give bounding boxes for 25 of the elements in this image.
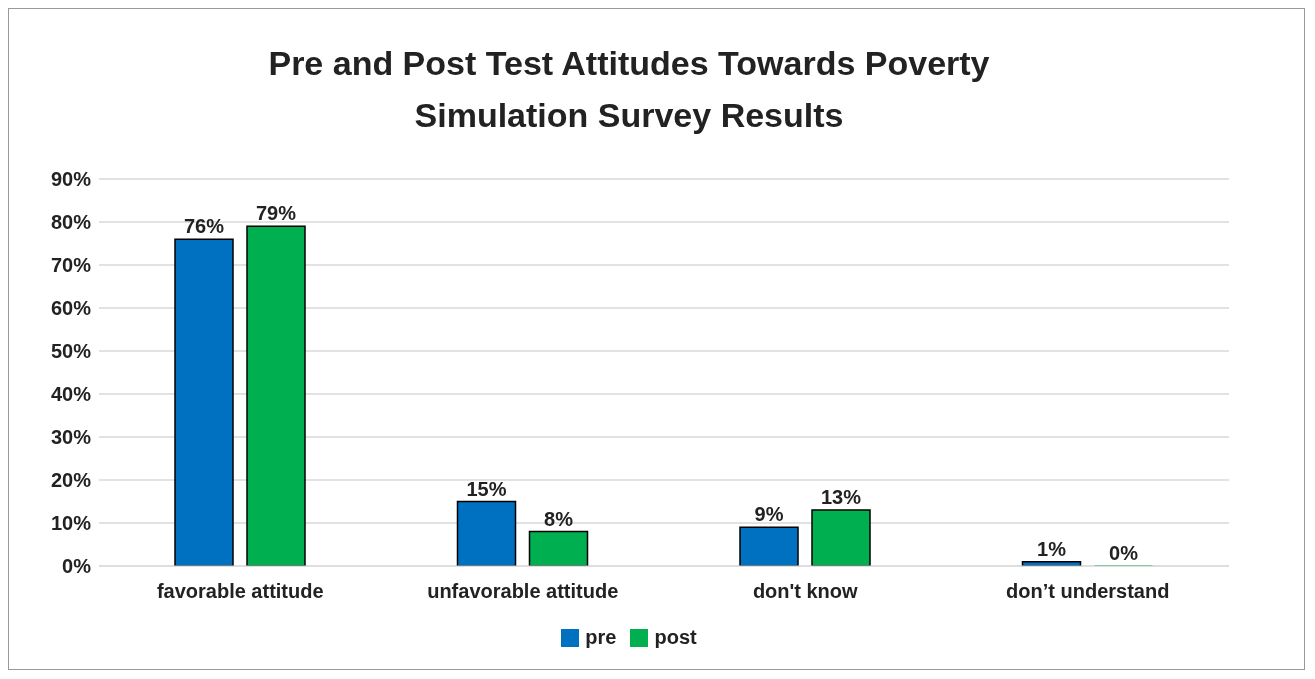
- data-label: 9%: [754, 503, 784, 526]
- data-label: 79%: [255, 202, 297, 225]
- y-tick-label: 0%: [62, 555, 92, 578]
- x-tick-label: don't know: [752, 580, 859, 603]
- data-label: 15%: [466, 477, 507, 500]
- legend-label: pre: [585, 626, 617, 649]
- y-tick-label: 70%: [50, 254, 92, 277]
- data-label: 0%: [1109, 542, 1139, 564]
- legend-label: post: [654, 626, 697, 649]
- y-tick-label: 60%: [50, 297, 92, 320]
- y-tick-label: 30%: [50, 426, 92, 449]
- y-tick-label: 80%: [50, 211, 92, 234]
- data-label: 8%: [544, 507, 574, 530]
- data-label: 76%: [183, 215, 225, 238]
- x-tick-label: favorable attitude: [156, 580, 324, 603]
- chart-title: Pre and Post Test Attitudes Towards Poverty Simulation Survey Results: [267, 43, 991, 136]
- y-tick-label: 50%: [50, 340, 92, 363]
- data-label: 13%: [820, 486, 862, 509]
- y-tick-label: 20%: [50, 469, 92, 492]
- y-tick-label: 40%: [50, 383, 92, 406]
- x-tick-label: unfavorable attitude: [427, 580, 619, 603]
- data-label: 1%: [1037, 537, 1067, 560]
- y-tick-label: 90%: [50, 168, 92, 191]
- x-tick-label: don’t understand: [1006, 580, 1170, 603]
- y-tick-label: 10%: [50, 512, 92, 535]
